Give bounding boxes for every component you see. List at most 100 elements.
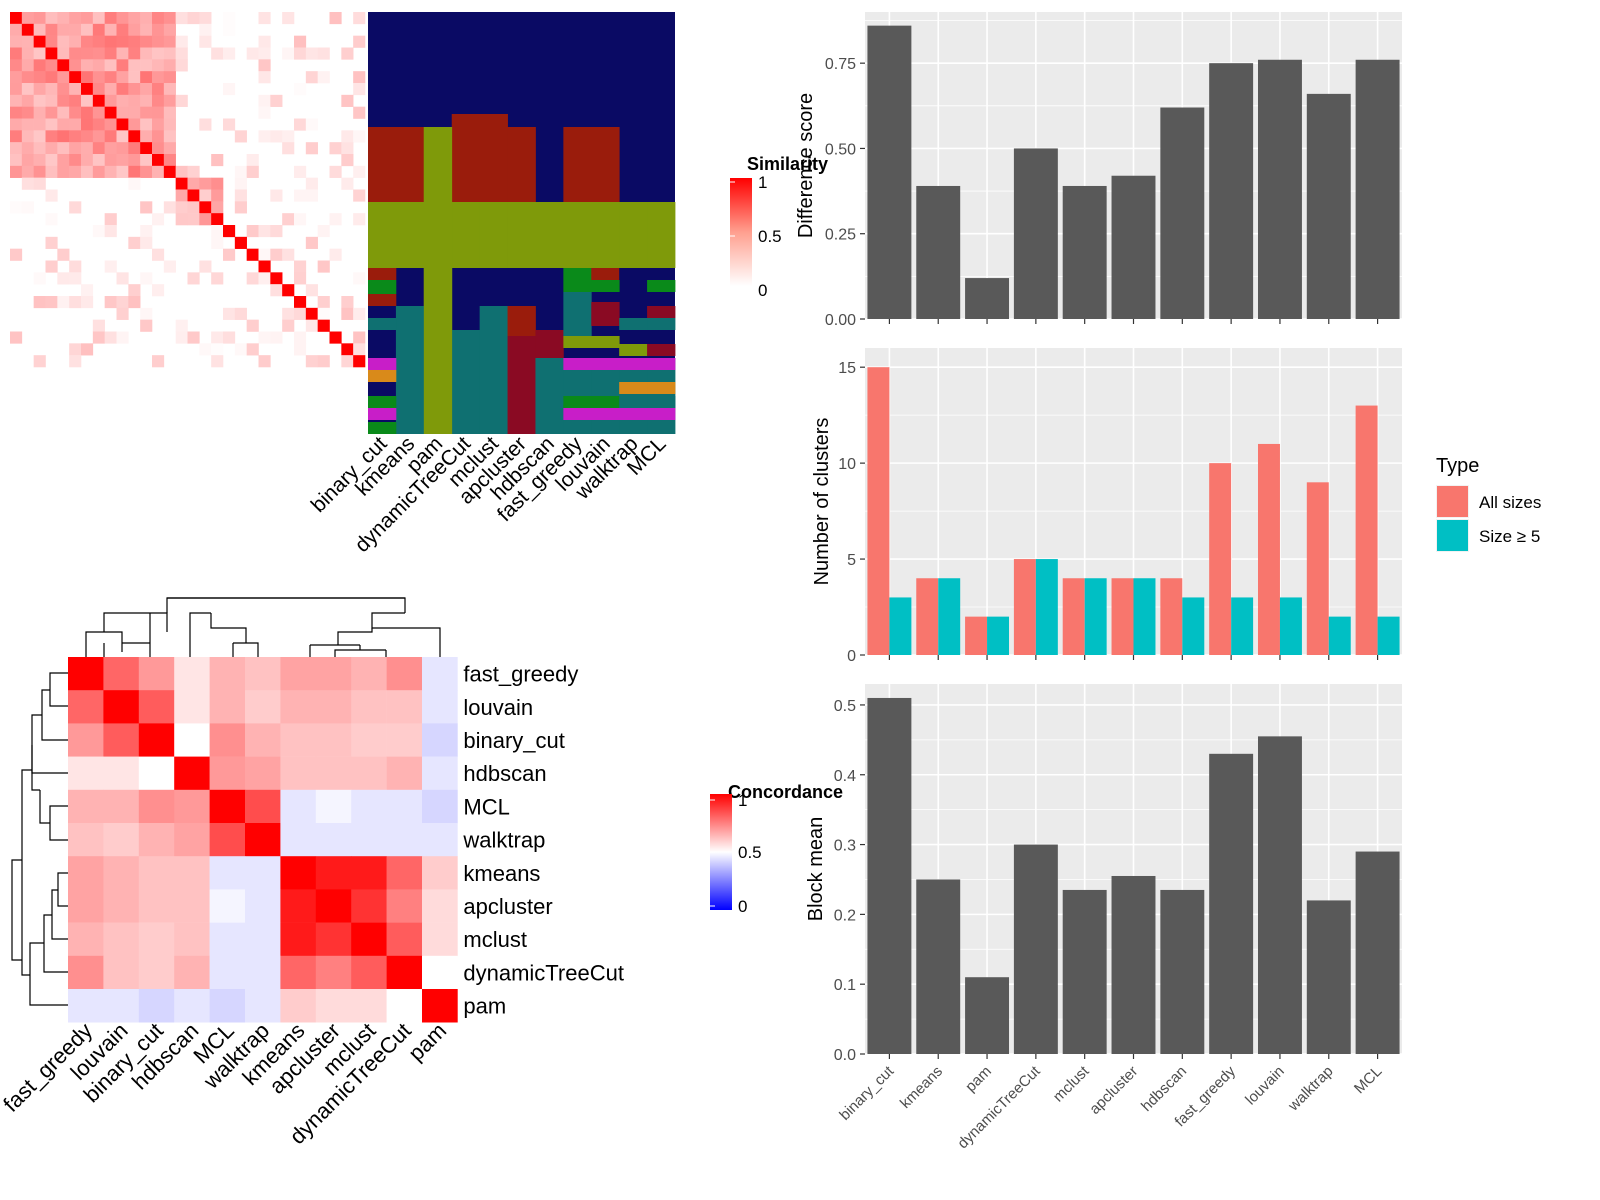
similarity-cell [270, 272, 283, 285]
similarity-cell [317, 225, 330, 238]
similarity-cell [10, 71, 23, 84]
bar [1306, 93, 1351, 320]
similarity-cell [92, 23, 105, 36]
bar [1160, 889, 1205, 1054]
similarity-cell [57, 47, 70, 60]
bar [1111, 875, 1156, 1054]
similarity-cell [140, 236, 153, 249]
similarity-legend-bar [730, 178, 752, 286]
concordance-cell [280, 723, 317, 757]
similarity-cell [163, 94, 176, 107]
similarity-cell [128, 165, 141, 178]
assignment-block [619, 408, 648, 420]
similarity-cell [104, 331, 117, 344]
similarity-cell [234, 307, 247, 320]
similarity-cell [152, 355, 165, 368]
similarity-cell [104, 71, 117, 84]
similarity-cell [10, 23, 23, 36]
concordance-legend-tick-label: 1 [738, 791, 747, 810]
similarity-cell [10, 83, 23, 96]
concordance-cell [351, 922, 387, 957]
similarity-cell [104, 142, 117, 155]
similarity-cell [258, 94, 271, 107]
concordance-cell [103, 989, 140, 1023]
similarity-cell [92, 59, 105, 72]
bar-size-ge-5 [938, 578, 961, 655]
similarity-cell [258, 355, 271, 368]
concordance-cell [280, 789, 317, 824]
similarity-cell [45, 59, 58, 72]
row-dendrogram-branch [41, 689, 68, 741]
assignment-block [619, 202, 648, 268]
similarity-cell [305, 307, 318, 320]
similarity-cell [45, 260, 58, 273]
similarity-cell [211, 213, 224, 226]
similarity-cell [128, 154, 141, 167]
similarity-cell [69, 343, 82, 356]
concordance-cell [174, 657, 210, 691]
similarity-cell [152, 47, 165, 60]
bar [867, 697, 912, 1054]
assignment-block [368, 396, 397, 408]
concordance-cell [280, 922, 317, 957]
similarity-cell [152, 83, 165, 96]
similarity-cell [81, 12, 94, 25]
similarity-cell [128, 47, 141, 60]
concordance-cell [68, 823, 104, 857]
similarity-cell [211, 225, 224, 238]
concordance-cell [68, 690, 104, 724]
concordance-cell [315, 823, 352, 857]
similarity-cell [104, 47, 117, 60]
concordance-cell [422, 723, 458, 757]
y-tick-label: 0 [847, 648, 856, 665]
similarity-cell [104, 225, 117, 238]
similarity-cell [305, 142, 318, 155]
concordance-cell [103, 657, 140, 691]
assignment-block [368, 318, 397, 330]
similarity-cell [92, 35, 105, 48]
concordance-cell [174, 690, 210, 724]
similarity-cell [33, 47, 46, 60]
concordance-cell [245, 723, 281, 757]
similarity-cell [211, 343, 224, 356]
similarity-cell [33, 272, 46, 285]
concordance-cell [138, 856, 175, 890]
concordance-col-label: pam [403, 1018, 451, 1066]
bar [1062, 185, 1107, 319]
concordance-row-label: kmeans [463, 861, 540, 886]
similarity-cell [81, 284, 94, 297]
similarity-cell [353, 355, 366, 368]
similarity-cell [175, 319, 188, 332]
similarity-cell [187, 331, 200, 344]
similarity-cell [163, 118, 176, 131]
similarity-cell [175, 177, 188, 190]
similarity-cell [57, 248, 70, 261]
similarity-cell [152, 284, 165, 297]
y-tick-label: 0.2 [834, 907, 856, 924]
similarity-cell [152, 130, 165, 143]
similarity-cell [294, 296, 307, 309]
bar-all-sizes [1257, 443, 1280, 655]
concordance-cell [315, 989, 352, 1023]
similarity-cell [294, 189, 307, 202]
x-tick-label: apcluster [1086, 1063, 1141, 1118]
assignment-block [647, 202, 676, 268]
similarity-cell [116, 296, 129, 309]
similarity-cell [140, 272, 153, 285]
similarity-cell [152, 12, 165, 25]
similarity-cell [116, 272, 129, 285]
similarity-cell [92, 225, 105, 238]
concordance-row-label: apcluster [463, 894, 552, 919]
assignment-block [591, 408, 620, 420]
similarity-cell [69, 94, 82, 107]
similarity-cell [270, 225, 283, 238]
similarity-cell [69, 118, 82, 131]
similarity-cell [128, 94, 141, 107]
concordance-cell [245, 789, 281, 824]
concordance-cell [103, 690, 140, 724]
similarity-cell [21, 23, 34, 36]
similarity-cell [294, 260, 307, 273]
similarity-cell [33, 106, 46, 119]
concordance-cell [174, 889, 210, 923]
assignment-block [368, 408, 397, 420]
